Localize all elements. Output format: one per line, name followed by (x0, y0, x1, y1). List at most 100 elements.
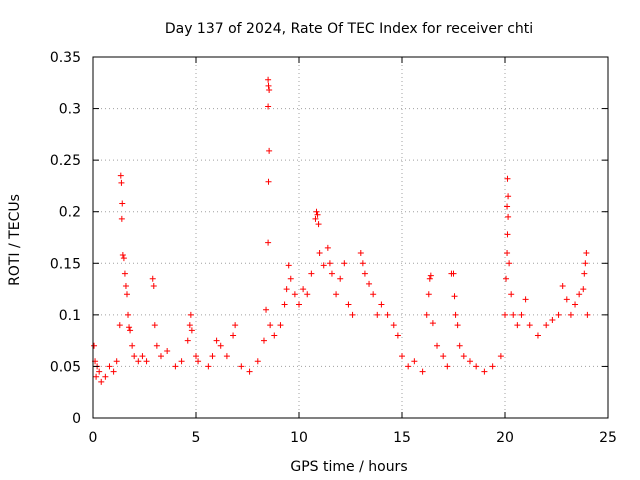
data-point (232, 322, 239, 329)
data-point (572, 301, 579, 308)
data-point (186, 322, 193, 329)
data-point (426, 275, 433, 282)
data-point (582, 260, 589, 267)
plot-frame (92, 56, 609, 419)
data-point (466, 358, 473, 365)
data-point (281, 301, 288, 308)
data-point (456, 342, 463, 349)
data-point (534, 332, 541, 339)
data-point (434, 342, 441, 349)
x-tick-label: 0 (89, 430, 98, 446)
data-point (230, 332, 237, 339)
data-point (266, 147, 273, 154)
data-point (349, 311, 356, 318)
data-point (425, 291, 432, 298)
data-point (195, 358, 202, 365)
data-point (113, 358, 120, 365)
data-point (384, 311, 391, 318)
data-point (291, 291, 298, 298)
data-point (341, 260, 348, 267)
data-point (98, 378, 105, 385)
data-point (328, 270, 335, 277)
data-point (164, 347, 171, 354)
data-point (366, 280, 373, 287)
data-point (238, 363, 245, 370)
data-point (333, 291, 340, 298)
data-point (481, 368, 488, 375)
data-point (473, 363, 480, 370)
data-point (254, 358, 261, 365)
data-point (390, 322, 397, 329)
y-tick-label: 0 (72, 411, 81, 427)
data-point (489, 363, 496, 370)
x-tick-label: 20 (496, 430, 514, 446)
data-point (514, 322, 521, 329)
data-point (313, 208, 320, 215)
data-point (315, 221, 322, 228)
data-point (405, 363, 412, 370)
data-point (361, 270, 368, 277)
y-tick-label: 0.1 (59, 308, 81, 324)
y-tick-label: 0.25 (50, 153, 81, 169)
data-point (209, 353, 216, 360)
data-point (429, 320, 436, 327)
data-point (193, 353, 199, 360)
data-point (452, 311, 459, 318)
data-point (122, 282, 129, 289)
data-point (304, 291, 311, 298)
data-point (337, 275, 344, 282)
data-point (121, 270, 128, 277)
data-point (135, 358, 142, 365)
data-point (581, 270, 588, 277)
data-point (300, 286, 307, 293)
data-point (374, 311, 381, 318)
data-point (283, 286, 290, 293)
data-point (187, 311, 194, 318)
x-tick-label: 10 (290, 430, 308, 446)
data-point (503, 275, 510, 282)
data-point (320, 262, 327, 269)
data-point (123, 291, 130, 298)
data-point (526, 322, 533, 329)
data-point (127, 327, 134, 334)
data-point (149, 275, 156, 282)
data-point (451, 293, 458, 300)
x-tick-labels: 0 5 10 15 20 25 (89, 430, 617, 446)
data-point (583, 249, 590, 256)
data-point (522, 296, 529, 303)
data-point (378, 301, 385, 308)
data-point (157, 353, 164, 360)
data-point (153, 342, 160, 349)
data-point (505, 213, 512, 220)
data-point (576, 291, 583, 298)
data-point (110, 368, 117, 375)
data-point (296, 301, 302, 308)
data-point (563, 296, 570, 303)
data-point (510, 311, 517, 318)
data-point (217, 342, 224, 349)
data-point (504, 231, 511, 238)
y-tick-label: 0.15 (50, 256, 81, 272)
data-point (454, 322, 461, 329)
data-point (584, 311, 591, 318)
data-point (312, 215, 319, 222)
y-axis-label: ROTI / TECUs (7, 194, 23, 286)
data-point (324, 244, 331, 251)
data-point (287, 275, 294, 282)
data-point (265, 239, 272, 246)
chart-title: Day 137 of 2024, Rate Of TEC Index for r… (165, 21, 533, 37)
data-point (126, 324, 133, 331)
data-point (423, 311, 430, 318)
data-point (184, 337, 191, 344)
data-point (91, 342, 98, 349)
data-point (285, 262, 292, 269)
data-point (518, 311, 525, 318)
data-point (265, 178, 272, 185)
x-tick-label: 5 (192, 430, 201, 446)
data-point (497, 353, 504, 360)
y-tick-label: 0.35 (50, 50, 81, 66)
data-point (308, 270, 315, 277)
data-point (399, 353, 405, 360)
data-point (188, 327, 195, 334)
